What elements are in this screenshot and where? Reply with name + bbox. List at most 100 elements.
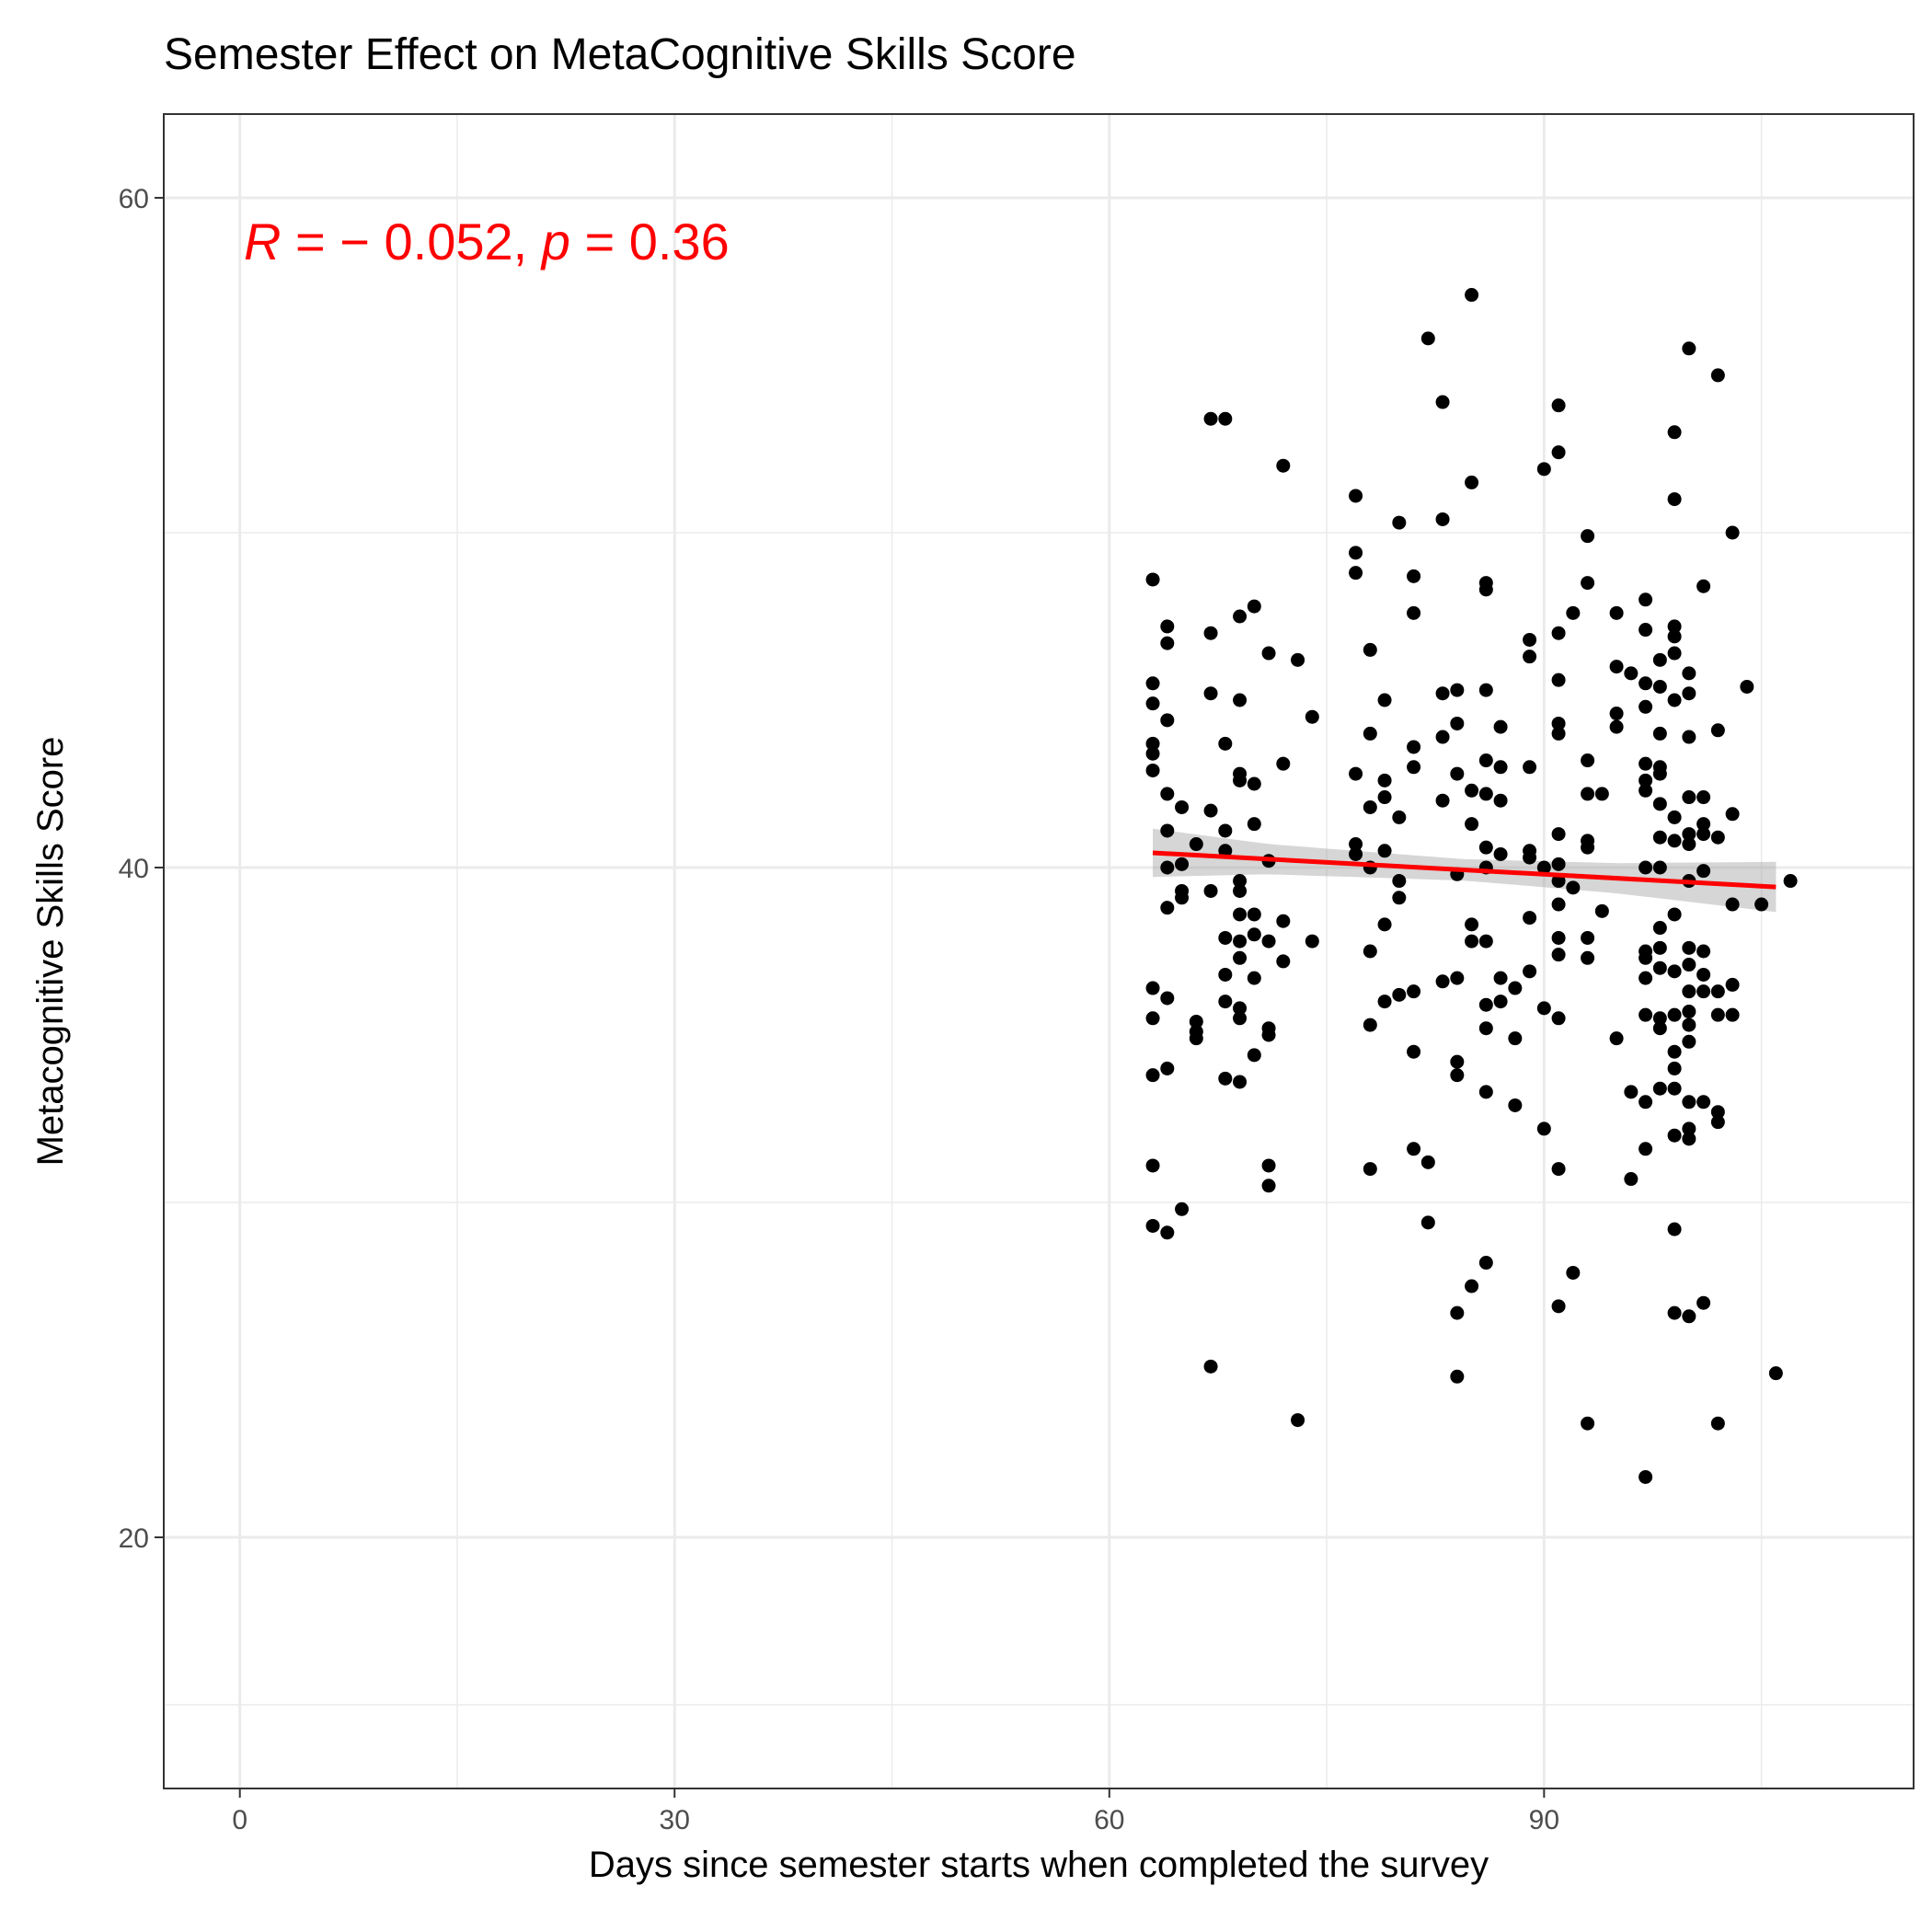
- data-point: [1696, 944, 1711, 959]
- data-point: [1160, 860, 1175, 875]
- data-point: [1682, 730, 1696, 744]
- data-point: [1407, 984, 1421, 999]
- data-point: [1523, 760, 1537, 775]
- data-point: [1189, 1031, 1203, 1046]
- data-point: [1551, 948, 1566, 962]
- points-layer: [1145, 288, 1798, 1484]
- y-tick-label: 60: [119, 184, 149, 214]
- data-point: [1392, 515, 1407, 530]
- data-point: [1667, 907, 1682, 922]
- data-point: [1639, 1007, 1653, 1022]
- data-point: [1551, 398, 1566, 413]
- data-point: [1377, 844, 1392, 858]
- data-point: [1551, 626, 1566, 640]
- data-point: [1247, 599, 1261, 614]
- data-point: [1175, 857, 1190, 871]
- data-point: [1407, 1142, 1421, 1156]
- data-point: [1581, 753, 1595, 768]
- data-point: [1652, 1011, 1667, 1026]
- data-point: [1218, 844, 1233, 858]
- data-point: [1710, 1007, 1725, 1022]
- data-point: [1523, 964, 1537, 979]
- data-point: [1349, 489, 1363, 503]
- data-point: [1523, 650, 1537, 664]
- data-point: [1435, 512, 1450, 526]
- data-point: [1392, 987, 1407, 1002]
- data-point: [1233, 883, 1248, 898]
- data-point: [1609, 707, 1624, 721]
- data-point: [1465, 783, 1479, 798]
- data-point: [1652, 921, 1667, 936]
- data-point: [1377, 917, 1392, 932]
- data-point: [1450, 716, 1465, 730]
- data-point: [1639, 699, 1653, 714]
- data-point: [1667, 1128, 1682, 1143]
- data-point: [1377, 790, 1392, 805]
- data-point: [1160, 1061, 1175, 1075]
- data-point: [1536, 1121, 1551, 1136]
- data-point: [1407, 569, 1421, 583]
- data-point: [1696, 827, 1711, 842]
- data-point: [1478, 582, 1493, 597]
- r-value: = − 0.052,: [281, 213, 541, 270]
- data-point: [1609, 1031, 1624, 1046]
- data-point: [1175, 1202, 1190, 1216]
- data-point: [1710, 984, 1725, 999]
- data-point: [1652, 679, 1667, 694]
- data-point: [1276, 914, 1291, 928]
- data-point: [1696, 984, 1711, 999]
- data-point: [1493, 760, 1508, 775]
- data-point: [1667, 1305, 1682, 1320]
- data-point: [1566, 605, 1581, 620]
- data-point: [1710, 723, 1725, 738]
- data-point: [1667, 1044, 1682, 1059]
- data-point: [1551, 1162, 1566, 1177]
- data-point: [1523, 632, 1537, 647]
- data-point: [1392, 891, 1407, 905]
- data-point: [1682, 341, 1696, 356]
- data-point: [1667, 810, 1682, 824]
- data-point: [1247, 927, 1261, 942]
- data-point: [1233, 1001, 1248, 1016]
- data-point: [1261, 1179, 1276, 1193]
- data-point: [1652, 797, 1667, 811]
- data-point: [1465, 1279, 1479, 1294]
- data-point: [1218, 1071, 1233, 1086]
- x-tick-label: 30: [660, 1805, 690, 1835]
- data-point: [1349, 546, 1363, 560]
- data-point: [1145, 696, 1160, 711]
- data-point: [1218, 967, 1233, 982]
- data-point: [1233, 609, 1248, 624]
- data-point: [1392, 874, 1407, 889]
- data-point: [1349, 766, 1363, 781]
- data-point: [1551, 1011, 1566, 1026]
- data-point: [1435, 793, 1450, 808]
- data-point: [1696, 1295, 1711, 1310]
- data-point: [1407, 740, 1421, 754]
- data-point: [1594, 903, 1609, 918]
- data-point: [1682, 984, 1696, 999]
- data-point: [1508, 981, 1523, 995]
- data-point: [1682, 1095, 1696, 1110]
- chart-title: Semester Effect on MetaCognitive Skills …: [164, 30, 1076, 79]
- trend-layer: [1152, 850, 1777, 890]
- data-point: [1551, 857, 1566, 871]
- data-point: [1624, 1172, 1639, 1187]
- data-point: [1377, 773, 1392, 788]
- data-point: [1508, 1031, 1523, 1046]
- data-point: [1639, 1095, 1653, 1110]
- x-tick-label: 0: [232, 1805, 247, 1835]
- data-point: [1145, 746, 1160, 761]
- r-symbol: R: [244, 213, 281, 270]
- data-point: [1291, 1413, 1305, 1428]
- data-point: [1363, 642, 1377, 657]
- data-point: [1652, 830, 1667, 845]
- data-point: [1652, 1081, 1667, 1096]
- data-point: [1233, 773, 1248, 788]
- data-point: [1218, 930, 1233, 945]
- data-point: [1435, 730, 1450, 744]
- data-point: [1667, 619, 1682, 634]
- data-point: [1536, 860, 1551, 875]
- data-point: [1160, 787, 1175, 801]
